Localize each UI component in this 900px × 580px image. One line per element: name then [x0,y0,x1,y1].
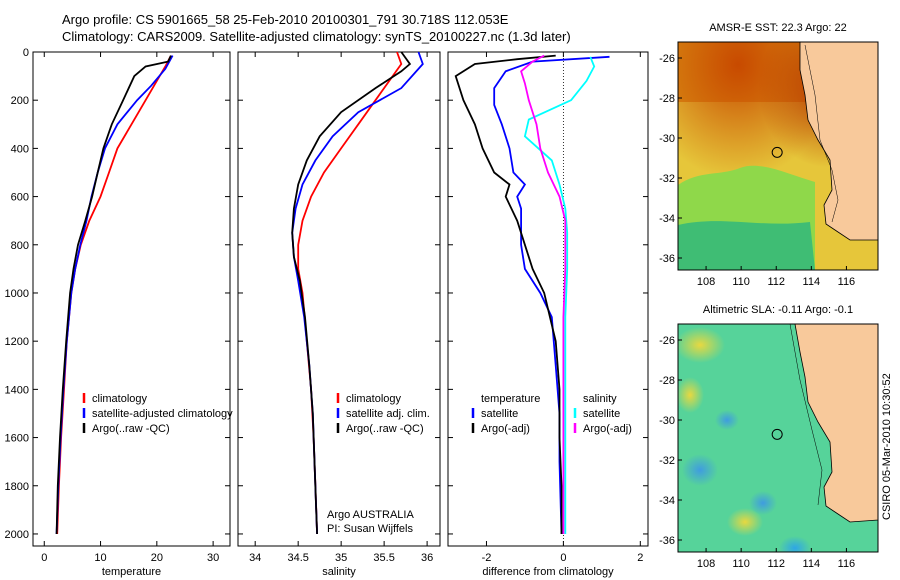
series-line [291,51,412,535]
australia-landmass [794,324,878,523]
legend-label: salinity [583,393,617,405]
y-tick-label: 1600 [5,433,29,445]
x-tick-label: 2 [637,552,643,564]
profile-panel-0: 0 10 20 30 temperature 0 200 400 600 800 1000 1200 1… [5,47,231,578]
profile-panel-1: 34 34.5 35 35.5 36 salinity [237,51,441,578]
sla-high-patch [727,508,763,536]
x-axis-label: salinity [322,566,356,578]
sst-map: AMSR-E SST: 22.3 Argo: 22 108 110 112 114 116… [659,22,879,288]
map-title: Altimetric SLA: -0.11 Argo: -0.1 [703,304,853,316]
annotation-line: PI: Susan Wijffels [327,523,413,535]
lon-tick-label: 112 [767,558,785,570]
shelf-contour [804,44,839,223]
y-tick-label: 1200 [5,336,29,348]
series-line [55,55,172,535]
sst-cold-region [678,221,815,270]
x-axis-label: difference from climatology [482,566,614,578]
sla-low-patch [779,536,811,552]
lon-tick-label: 108 [697,558,715,570]
y-tick-label: 1400 [5,384,29,396]
x-tick-label: 34 [249,552,261,564]
y-tick-label: 2000 [5,529,29,541]
lon-tick-label: 116 [838,276,856,288]
float-position-marker [771,428,783,440]
annotation-line: Argo AUSTRALIA [327,509,414,521]
lat-tick-label: -28 [659,375,675,387]
lat-tick-label: -36 [659,253,675,265]
y-tick-label: 200 [11,95,29,107]
lat-tick-label: -26 [659,53,675,65]
series-line [520,54,567,534]
plot-frame [32,51,231,547]
shelf-contour [789,324,823,506]
x-tick-label: 0 [560,552,566,564]
lat-tick-label: -32 [659,455,675,467]
legend-label: Argo(-adj) [481,423,530,435]
sla-map-frame [677,323,879,553]
lon-tick-label: 114 [803,558,821,570]
legend-label: climatology [92,393,148,405]
x-tick-label: -2 [482,552,492,564]
x-axis-label: temperature [102,566,161,578]
x-tick-label: 35 [335,552,347,564]
map-title: AMSR-E SST: 22.3 Argo: 22 [709,22,847,34]
lon-tick-label: 114 [803,276,821,288]
sla-high-patch [678,327,725,363]
sla-map: Altimetric SLA: -0.11 Argo: -0.1 108 110 11… [659,304,879,570]
profile-title: Argo profile: CS 5901665_58 25-Feb-2010 … [62,12,509,27]
lon-tick-label: 108 [697,276,715,288]
legend-label: climatology [346,393,402,405]
profile-panel-2: -2 0 2 difference from climatology [447,51,649,578]
legend-label: satellite [583,408,620,420]
x-tick-label: 0 [41,552,47,564]
sla-high-patch [678,377,704,413]
x-tick-label: 35.5 [373,552,394,564]
legend-label: satellite adj. clim. [346,408,430,420]
lat-tick-label: -26 [659,335,675,347]
y-tick-label: 1000 [5,288,29,300]
australia-landmass [799,42,878,241]
legend-label: satellite-adjusted climatology [92,408,233,420]
float-position-marker [771,146,783,158]
legend-label: Argo(..raw -QC) [346,423,424,435]
sla-low-patch [682,454,718,486]
plot-frame [237,51,441,547]
lon-tick-label: 112 [767,276,785,288]
sst-map-frame [677,41,879,271]
timestamp-label: CSIRO 05-Mar-2010 10:30:52 [881,373,893,520]
x-tick-label: 34.5 [287,552,308,564]
lat-tick-label: -36 [659,535,675,547]
lat-tick-label: -34 [659,495,675,507]
sla-low-patch [749,491,777,515]
y-tick-label: 1800 [5,481,29,493]
legend-label: satellite [481,408,518,420]
lat-tick-label: -32 [659,173,675,185]
lat-tick-label: -34 [659,213,675,225]
lat-tick-label: -30 [659,415,675,427]
series-line [454,54,563,534]
y-tick-label: 600 [11,192,29,204]
y-tick-label: 0 [23,47,29,59]
legend-label: Argo(-adj) [583,423,632,435]
legend-label: temperature [481,393,540,405]
y-tick-label: 400 [11,143,29,155]
lon-tick-label: 110 [732,558,750,570]
x-tick-label: 30 [207,552,219,564]
climatology-title: Climatology: CARS2009. Satellite-adjuste… [62,29,571,44]
legend-label: Argo(..raw -QC) [92,423,170,435]
series-line [523,56,596,534]
lat-tick-label: -30 [659,133,675,145]
plot-frame [447,51,649,547]
y-tick-label: 800 [11,240,29,252]
lat-tick-label: -28 [659,93,675,105]
x-tick-label: 20 [151,552,163,564]
x-tick-label: 10 [94,552,106,564]
lon-tick-label: 116 [838,558,856,570]
lon-tick-label: 110 [732,276,750,288]
series-line [493,55,610,535]
sla-low-patch [715,410,739,430]
x-tick-label: 36 [421,552,433,564]
